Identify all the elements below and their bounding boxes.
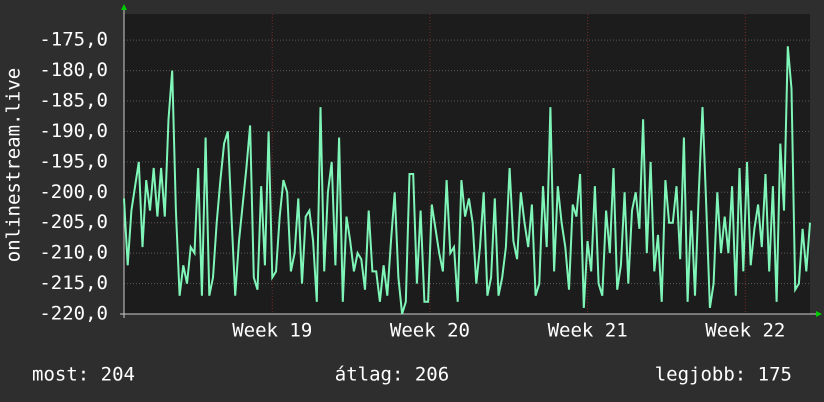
x-tick-label: Week 22	[705, 320, 785, 342]
x-tick-label: Week 21	[548, 320, 628, 342]
y-tick-label: -205,0	[39, 211, 108, 233]
y-tick-label: -185,0	[39, 90, 108, 112]
y-tick-label: -190,0	[39, 120, 108, 142]
x-tick-label: Week 20	[390, 320, 470, 342]
axis-arrow	[121, 4, 127, 10]
y-tick-label: -210,0	[39, 242, 108, 264]
footer-best: legjobb: 175	[655, 364, 792, 386]
x-tick-label: Week 19	[232, 320, 312, 342]
y-tick-label: -175,0	[39, 29, 108, 51]
y-tick-label: -220,0	[39, 303, 108, 325]
footer-average: átlag: 206	[335, 364, 449, 386]
y-tick-label: -195,0	[39, 150, 108, 172]
y-tick-label: -215,0	[39, 272, 108, 294]
axis-arrow	[816, 311, 822, 317]
data-line	[123, 46, 811, 315]
footer-current: most: 204	[32, 364, 135, 386]
plot-area	[124, 14, 810, 314]
y-tick-label: -200,0	[39, 181, 108, 203]
y-tick-label: -180,0	[39, 59, 108, 81]
y-axis-label: onlinestream.live	[3, 68, 25, 262]
